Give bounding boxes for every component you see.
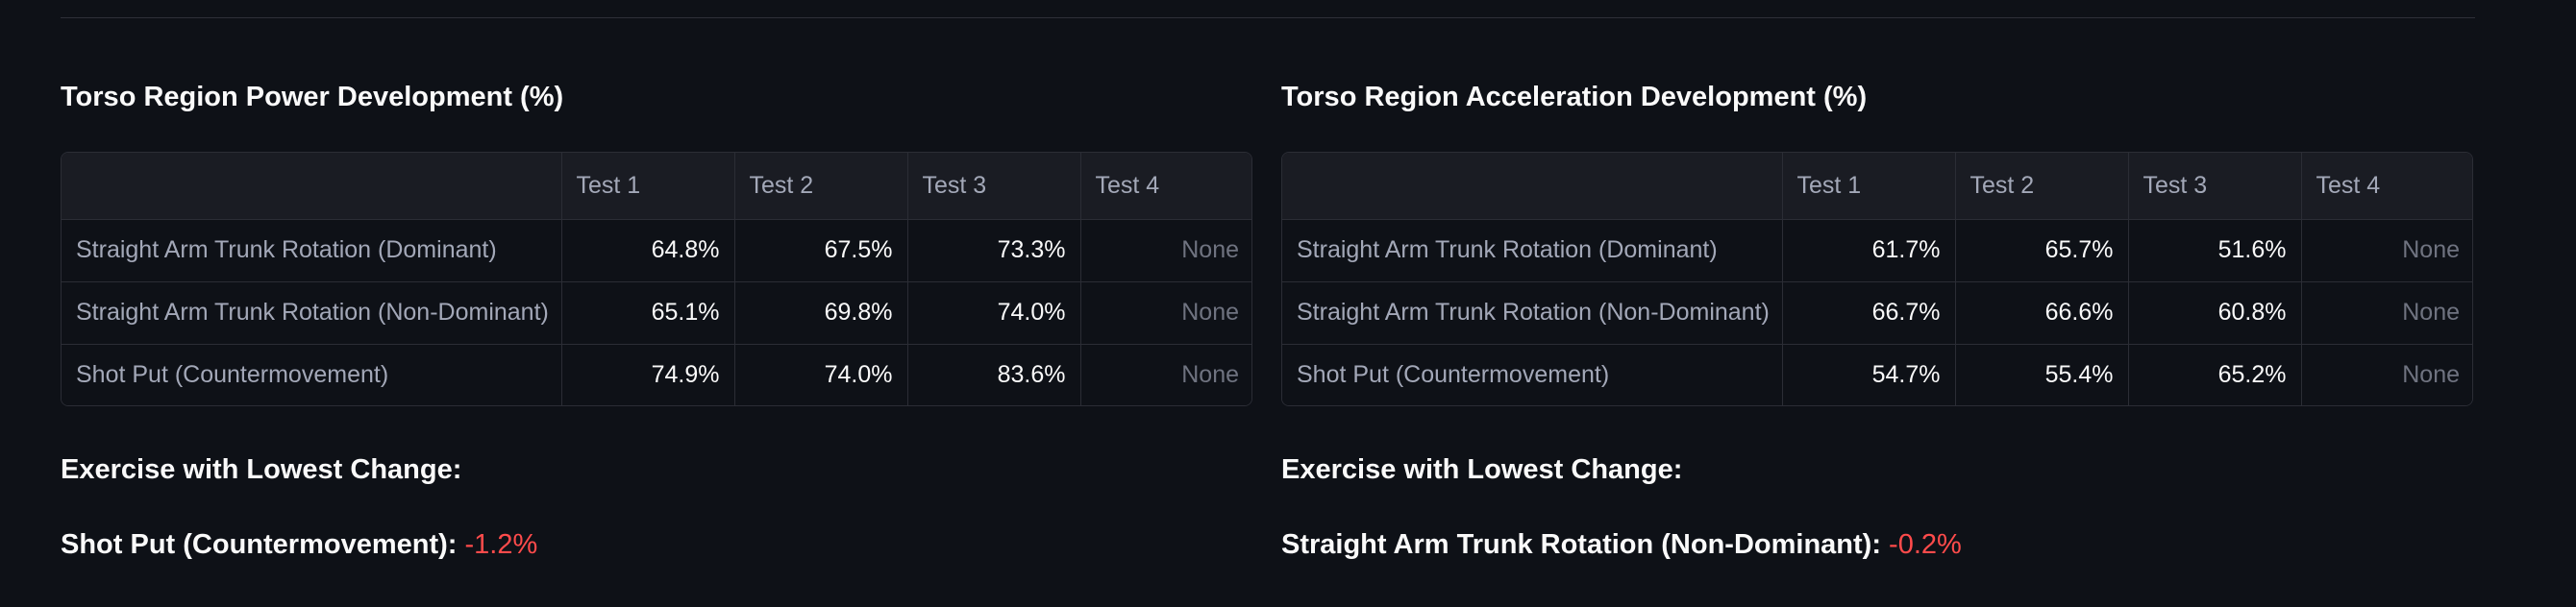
table-header-row: Test 1 Test 2 Test 3 Test 4 — [1282, 153, 2472, 220]
table-cell[interactable]: 83.6% — [907, 344, 1081, 405]
table-row: Straight Arm Trunk Rotation (Non-Dominan… — [1282, 281, 2472, 345]
table-row: Straight Arm Trunk Rotation (Dominant) 6… — [1282, 219, 2472, 282]
column-header-test-3[interactable]: Test 3 — [907, 153, 1081, 220]
table-cell[interactable]: None — [1080, 219, 1251, 282]
table-cell[interactable]: 64.8% — [561, 219, 735, 282]
lowest-change-exercise: Shot Put (Countermovement): — [61, 529, 458, 560]
table-cell[interactable]: 67.5% — [734, 219, 908, 282]
table-row: Shot Put (Countermovement) 54.7% 55.4% 6… — [1282, 344, 2472, 405]
table-cell[interactable]: 51.6% — [2128, 219, 2302, 282]
column-header-test-4[interactable]: Test 4 — [1080, 153, 1251, 220]
table-cell[interactable]: 66.7% — [1782, 281, 1956, 345]
table-cell[interactable]: None — [1080, 281, 1251, 345]
column-header-test-2[interactable]: Test 2 — [1955, 153, 2129, 220]
table-cell[interactable]: None — [2301, 344, 2472, 405]
lowest-change-result: Shot Put (Countermovement): -1.2% — [61, 529, 537, 561]
table-row: Straight Arm Trunk Rotation (Dominant) 6… — [62, 219, 1251, 282]
table-cell[interactable]: 60.8% — [2128, 281, 2302, 345]
lowest-change-heading: Exercise with Lowest Change: — [1281, 454, 1683, 485]
section-title: Torso Region Acceleration Development (%… — [1281, 82, 1868, 112]
column-header-test-1[interactable]: Test 1 — [1782, 153, 1956, 220]
table-cell[interactable]: 55.4% — [1955, 344, 2129, 405]
table-row: Shot Put (Countermovement) 74.9% 74.0% 8… — [62, 344, 1251, 405]
row-label[interactable]: Shot Put (Countermovement) — [62, 344, 562, 405]
section-title: Torso Region Power Development (%) — [61, 82, 564, 112]
data-table[interactable]: Test 1 Test 2 Test 3 Test 4 Straight Arm… — [61, 152, 1252, 406]
column-header-test-4[interactable]: Test 4 — [2301, 153, 2472, 220]
row-label[interactable]: Straight Arm Trunk Rotation (Non-Dominan… — [62, 281, 562, 345]
data-table[interactable]: Test 1 Test 2 Test 3 Test 4 Straight Arm… — [1281, 152, 2473, 406]
top-divider — [61, 17, 2475, 18]
table-cell[interactable]: 65.1% — [561, 281, 735, 345]
lowest-change-value: -1.2% — [464, 529, 538, 560]
column-header-test-1[interactable]: Test 1 — [561, 153, 735, 220]
table-cell[interactable]: 61.7% — [1782, 219, 1956, 282]
lowest-change-exercise: Straight Arm Trunk Rotation (Non-Dominan… — [1281, 529, 1881, 560]
table-cell[interactable]: 74.0% — [734, 344, 908, 405]
table-cell[interactable]: 65.2% — [2128, 344, 2302, 405]
table-cell[interactable]: 54.7% — [1782, 344, 1956, 405]
row-label[interactable]: Straight Arm Trunk Rotation (Non-Dominan… — [1282, 281, 1783, 345]
table-cell[interactable]: None — [1080, 344, 1251, 405]
row-label[interactable]: Straight Arm Trunk Rotation (Dominant) — [1282, 219, 1783, 282]
lowest-change-heading: Exercise with Lowest Change: — [61, 454, 462, 485]
column-header-index[interactable] — [62, 153, 562, 220]
table-cell[interactable]: None — [2301, 219, 2472, 282]
column-header-index[interactable] — [1282, 153, 1783, 220]
lowest-change-result: Straight Arm Trunk Rotation (Non-Dominan… — [1281, 529, 1962, 561]
table-cell[interactable]: 65.7% — [1955, 219, 2129, 282]
column-header-test-2[interactable]: Test 2 — [734, 153, 908, 220]
row-label[interactable]: Straight Arm Trunk Rotation (Dominant) — [62, 219, 562, 282]
lowest-change-value: -0.2% — [1889, 529, 1962, 560]
table-header-row: Test 1 Test 2 Test 3 Test 4 — [62, 153, 1251, 220]
table-cell[interactable]: None — [2301, 281, 2472, 345]
table-cell[interactable]: 66.6% — [1955, 281, 2129, 345]
table-cell[interactable]: 74.9% — [561, 344, 735, 405]
row-label[interactable]: Shot Put (Countermovement) — [1282, 344, 1783, 405]
table-row: Straight Arm Trunk Rotation (Non-Dominan… — [62, 281, 1251, 345]
column-header-test-3[interactable]: Test 3 — [2128, 153, 2302, 220]
table-cell[interactable]: 69.8% — [734, 281, 908, 345]
table-cell[interactable]: 73.3% — [907, 219, 1081, 282]
table-cell[interactable]: 74.0% — [907, 281, 1081, 345]
